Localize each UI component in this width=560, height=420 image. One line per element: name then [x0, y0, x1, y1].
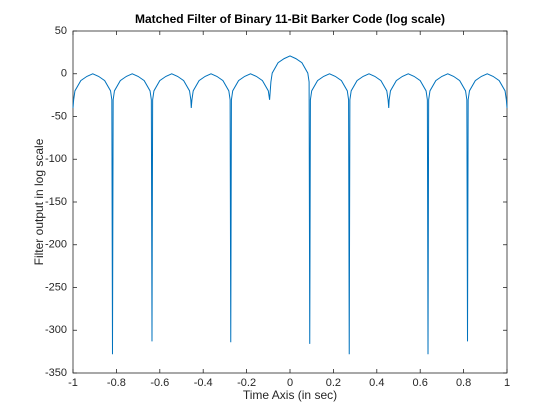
x-tick-label: 1	[504, 377, 510, 389]
x-tick-label: 0.4	[369, 377, 384, 389]
x-tick-label: -0.8	[107, 377, 126, 389]
x-tick-label: 0.2	[326, 377, 341, 389]
y-tick-label: -200	[45, 239, 67, 251]
data-line	[72, 55, 508, 355]
y-tick-label: -150	[45, 196, 67, 208]
axes-box	[72, 30, 508, 374]
y-tick-label: -300	[45, 324, 67, 336]
x-tick-label: -0.4	[194, 377, 213, 389]
x-axis-label: Time Axis (in sec)	[243, 388, 337, 402]
x-tick-label: -0.2	[237, 377, 256, 389]
y-tick-label: 50	[55, 25, 67, 37]
x-tick-label: 0.6	[413, 377, 428, 389]
y-tick-label: 0	[61, 68, 67, 80]
x-tick-label: -0.6	[150, 377, 169, 389]
x-tick-label: -1	[68, 377, 78, 389]
x-tick-label: 0.8	[456, 377, 471, 389]
y-tick-label: -350	[45, 367, 67, 379]
y-tick-label: -100	[45, 153, 67, 165]
y-tick-label: -50	[51, 110, 67, 122]
chart-title: Matched Filter of Binary 11-Bit Barker C…	[135, 12, 445, 26]
y-tick-label: -250	[45, 281, 67, 293]
y-axis-label: Filter output in log scale	[32, 138, 46, 265]
x-tick-label: 0	[287, 377, 293, 389]
